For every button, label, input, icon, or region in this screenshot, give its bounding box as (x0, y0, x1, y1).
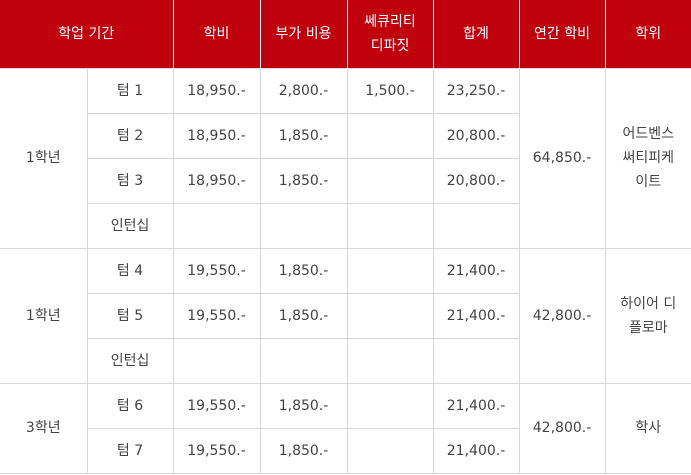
total-cell: 20,800.- (432, 112, 520, 159)
header-security-deposit-line1: 쎄큐리티 (364, 13, 416, 30)
header-annual-tuition: 연간 학비 (518, 0, 606, 68)
tuition-cell: 19,550.- (172, 292, 261, 339)
header-study-period: 학업 기간 (0, 0, 174, 68)
tuition-cell: 19,550.- (172, 382, 261, 429)
total-cell: 21,400.- (432, 382, 520, 429)
term-cell: 텀 4 (86, 247, 174, 294)
degree-line1: 어드벤스 (622, 126, 675, 142)
header-tuition: 학비 (172, 0, 261, 68)
degree-line2: 써티피케 (622, 150, 675, 166)
degree-cell: 학사 (604, 382, 691, 474)
deposit-cell (346, 157, 434, 204)
table-row: 텀 2 18,950.- 1,850.- 20,800.- (0, 112, 691, 159)
degree-line1: 학사 (635, 420, 662, 436)
additional-fee-cell: 1,850.- (259, 382, 348, 429)
term-cell: 텀 7 (86, 427, 174, 474)
additional-fee-cell (259, 202, 348, 249)
header-total: 합계 (432, 0, 520, 68)
total-cell: 23,250.- (432, 67, 520, 114)
table-row: 인턴십 (0, 202, 691, 249)
total-cell: 21,400.- (432, 427, 520, 474)
year-cell: 1학년 (0, 247, 88, 384)
header-security-deposit: 쎄큐리티 디파짓 (346, 0, 434, 68)
tuition-cell: 18,950.- (172, 157, 261, 204)
term-cell: 텀 3 (86, 157, 174, 204)
total-cell: 21,400.- (432, 247, 520, 294)
deposit-cell (346, 112, 434, 159)
header-security-deposit-line2: 디파짓 (370, 37, 410, 54)
degree-cell: 어드벤스 써티피케 이트 (604, 67, 691, 249)
tuition-cell (172, 202, 261, 249)
tuition-cell (172, 337, 261, 384)
table-header-row: 학업 기간 학비 부가 비용 쎄큐리티 디파짓 합계 연간 학비 학위 (0, 0, 691, 68)
term-cell: 텀 6 (86, 382, 174, 429)
degree-line1: 하이어 디 (620, 295, 677, 312)
additional-fee-cell: 1,850.- (259, 427, 348, 474)
total-cell (432, 202, 520, 249)
table-row: 3학년 텀 6 19,550.- 1,850.- 21,400.- 42,800… (0, 382, 691, 474)
additional-fee-cell: 1,850.- (259, 292, 348, 339)
total-cell: 20,800.- (432, 157, 520, 204)
additional-fee-cell: 1,850.- (259, 247, 348, 294)
total-cell: 21,400.- (432, 292, 520, 339)
table-row: 텀 7 19,550.- 1,850.- 21,400.- (0, 427, 691, 474)
additional-fee-cell: 2,800.- (259, 67, 348, 114)
annual-tuition-cell: 42,800.- (518, 247, 606, 384)
tuition-cell: 18,950.- (172, 112, 261, 159)
term-cell: 텀 2 (86, 112, 174, 159)
year-cell: 1학년 (0, 67, 88, 249)
degree-line3: 이트 (635, 174, 662, 190)
tuition-cell: 19,550.- (172, 247, 261, 294)
deposit-cell (346, 337, 434, 384)
tuition-cell: 18,950.- (172, 67, 261, 114)
term-cell: 인턴십 (86, 202, 174, 249)
header-additional-fees: 부가 비용 (259, 0, 348, 68)
tuition-cell: 19,550.- (172, 427, 261, 474)
deposit-cell (346, 202, 434, 249)
year-cell: 3학년 (0, 382, 88, 474)
additional-fee-cell: 1,850.- (259, 157, 348, 204)
annual-tuition-cell: 42,800.- (518, 382, 606, 474)
additional-fee-cell (259, 337, 348, 384)
deposit-cell (346, 427, 434, 474)
term-cell: 인턴십 (86, 337, 174, 384)
deposit-cell (346, 247, 434, 294)
table-row: 1학년 텀 1 18,950.- 2,800.- 1,500.- 23,250.… (0, 67, 691, 249)
annual-tuition-cell: 64,850.- (518, 67, 606, 249)
deposit-cell: 1,500.- (346, 67, 434, 114)
term-cell: 텀 1 (86, 67, 174, 114)
degree-line2: 플로마 (628, 319, 668, 336)
deposit-cell (346, 382, 434, 429)
deposit-cell (346, 292, 434, 339)
table-row: 텀 3 18,950.- 1,850.- 20,800.- (0, 157, 691, 204)
total-cell (432, 337, 520, 384)
table-row: 1학년 텀 4 19,550.- 1,850.- 21,400.- 42,800… (0, 247, 691, 384)
header-degree: 학위 (604, 0, 691, 68)
degree-cell: 하이어 디 플로마 (604, 247, 691, 384)
term-cell: 텀 5 (86, 292, 174, 339)
additional-fee-cell: 1,850.- (259, 112, 348, 159)
